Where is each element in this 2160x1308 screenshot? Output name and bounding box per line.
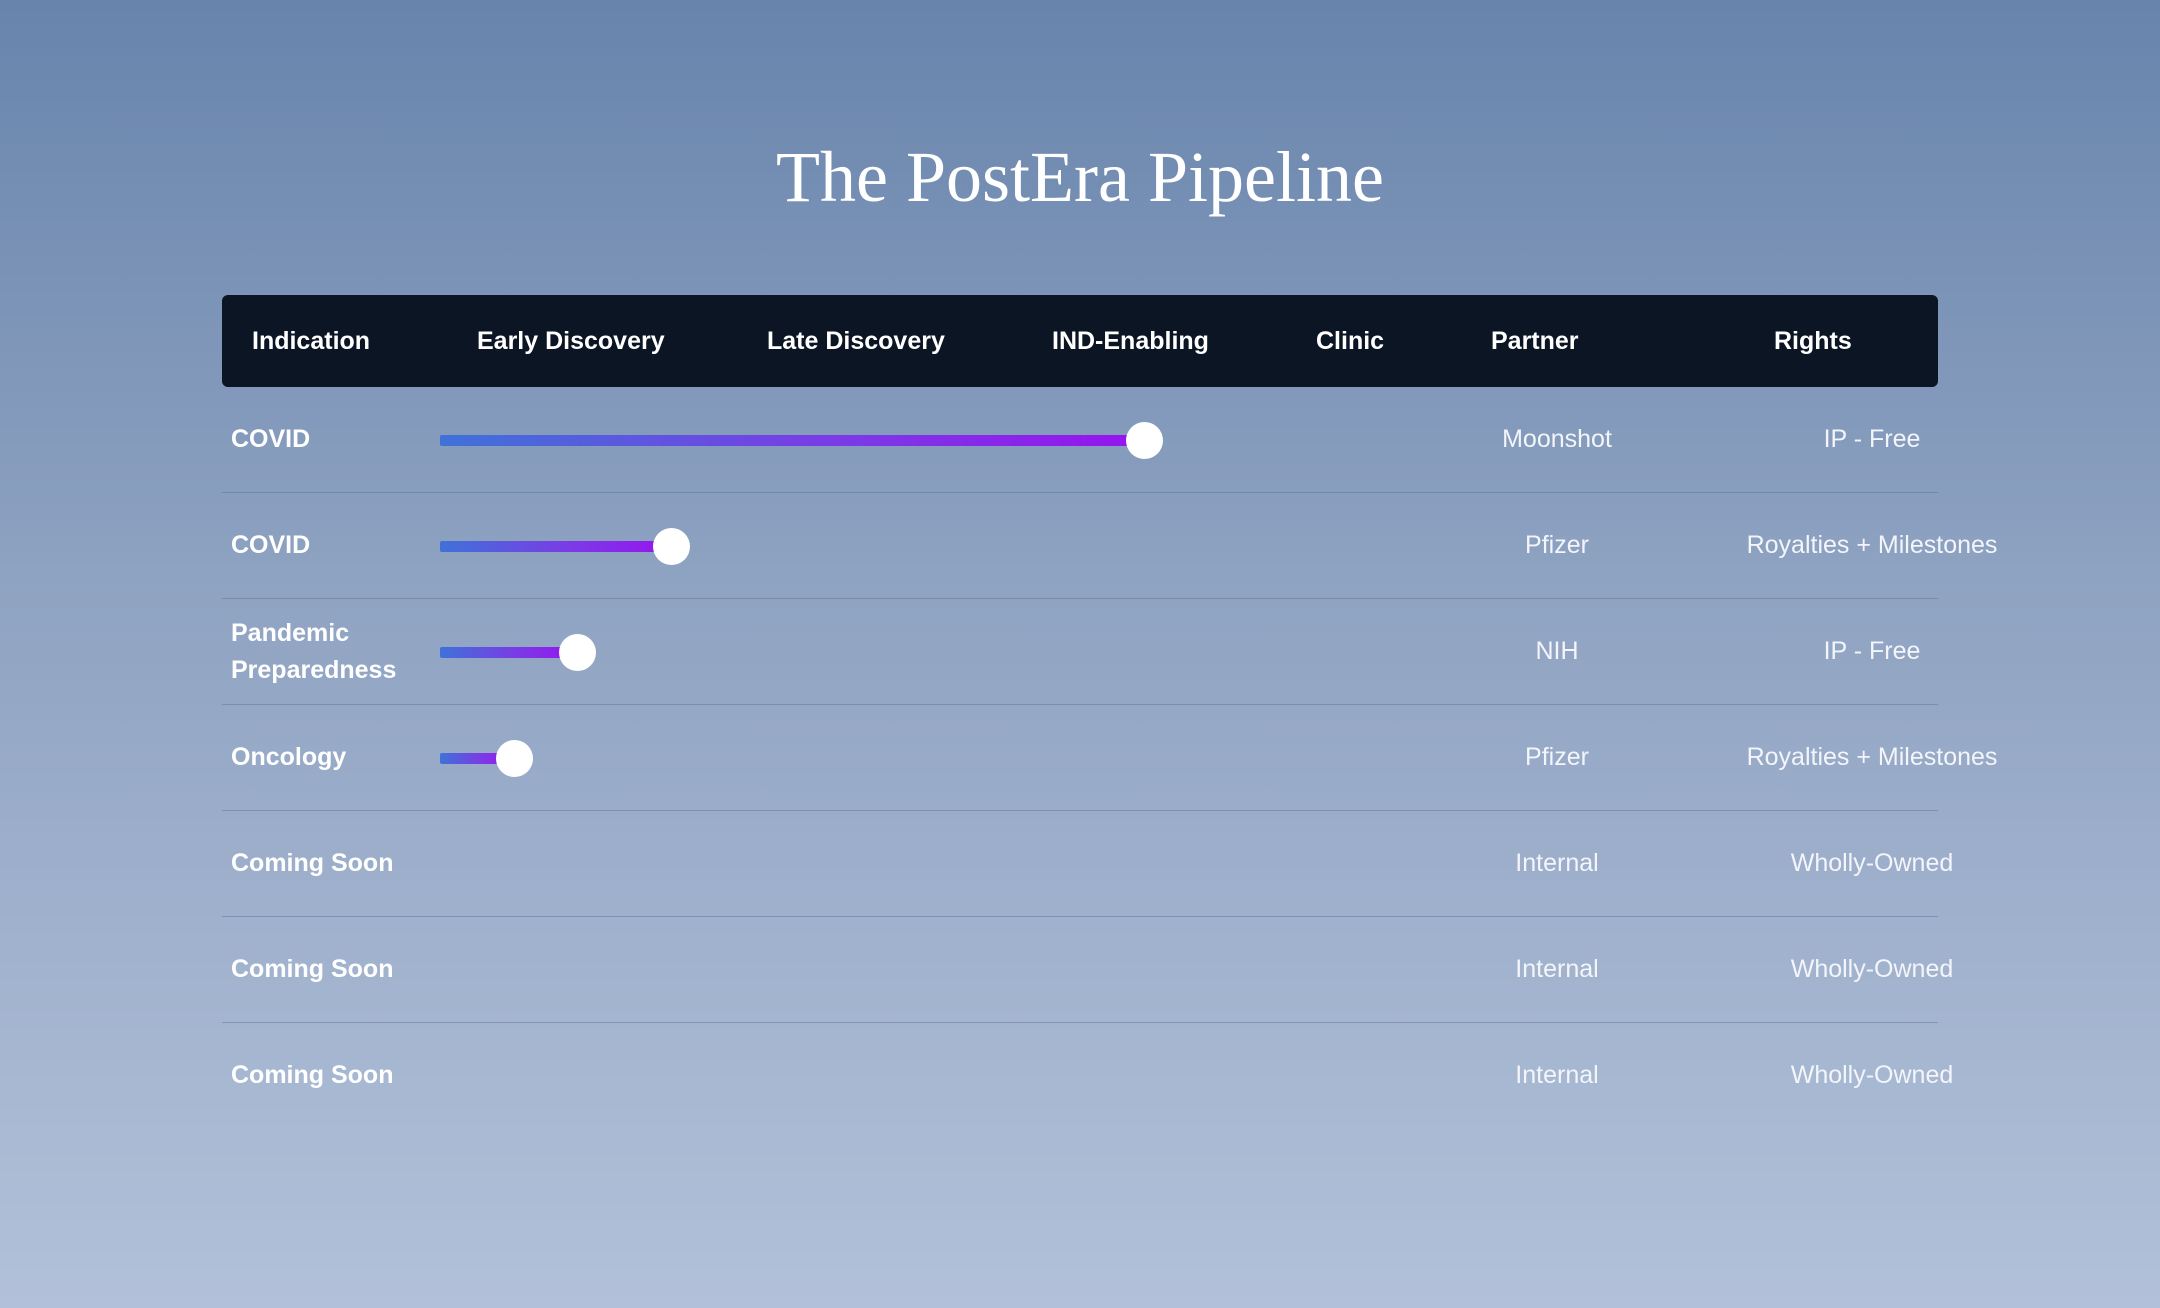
table-row: Coming Soon Internal Wholly-Owned	[222, 811, 1953, 917]
row-indication: Oncology	[231, 743, 347, 772]
row-indication: Coming Soon	[231, 849, 394, 878]
row-partner: Pfizer	[1525, 531, 1589, 559]
row-partner: Moonshot	[1502, 425, 1612, 453]
header-rights: Rights	[1774, 327, 1852, 355]
header-indication: Indication	[252, 327, 371, 355]
row-partner: Internal	[1515, 955, 1599, 983]
row-rights: Wholly-Owned	[1790, 849, 1954, 877]
progress-bar	[440, 434, 1144, 446]
row-indication: Coming Soon	[231, 1061, 394, 1090]
pipeline-table: Indication Early Discovery Late Discover…	[222, 295, 1997, 1128]
row-partner: Internal	[1515, 849, 1599, 877]
table-row: COVID Moonshot IP - Free	[222, 387, 1938, 493]
progress-knob	[496, 739, 533, 777]
table-row: COVID Pfizer Royalties + Milestones	[222, 493, 1997, 599]
table-row: Oncology Pfizer Royalties + Milestones	[222, 705, 1997, 811]
page-title: The PostEra Pipeline	[776, 137, 1384, 217]
table-row: Coming Soon Internal Wholly-Owned	[222, 917, 1953, 1023]
progress-bar	[440, 540, 671, 552]
header-clinic: Clinic	[1316, 327, 1385, 355]
header-early-discovery: Early Discovery	[477, 327, 665, 355]
row-partner: NIH	[1535, 637, 1579, 665]
row-indication: Pandemic Preparedness	[231, 619, 397, 684]
row-rights: IP - Free	[1823, 425, 1921, 453]
row-partner: Internal	[1515, 1061, 1599, 1089]
table-row: Pandemic Preparedness NIH IP - Free	[222, 599, 1938, 705]
progress-knob	[559, 633, 596, 671]
row-rights: Royalties + Milestones	[1746, 743, 1998, 771]
row-rights: Wholly-Owned	[1790, 1061, 1954, 1089]
row-indication: Coming Soon	[231, 955, 394, 984]
row-indication: COVID	[231, 531, 311, 560]
header-ind-enabling: IND-Enabling	[1052, 327, 1209, 355]
table-header: Indication Early Discovery Late Discover…	[222, 295, 1938, 387]
progress-knob	[1126, 421, 1163, 459]
progress-bar	[440, 752, 514, 764]
header-partner: Partner	[1491, 327, 1579, 355]
progress-bar	[440, 646, 577, 658]
row-indication: COVID	[231, 425, 311, 454]
header-late-discovery: Late Discovery	[767, 327, 945, 355]
row-rights: IP - Free	[1823, 637, 1921, 665]
row-rights: Royalties + Milestones	[1746, 531, 1998, 559]
row-partner: Pfizer	[1525, 743, 1589, 771]
row-rights: Wholly-Owned	[1790, 955, 1954, 983]
table-row: Coming Soon Internal Wholly-Owned	[222, 1023, 1953, 1128]
progress-knob	[653, 527, 690, 565]
